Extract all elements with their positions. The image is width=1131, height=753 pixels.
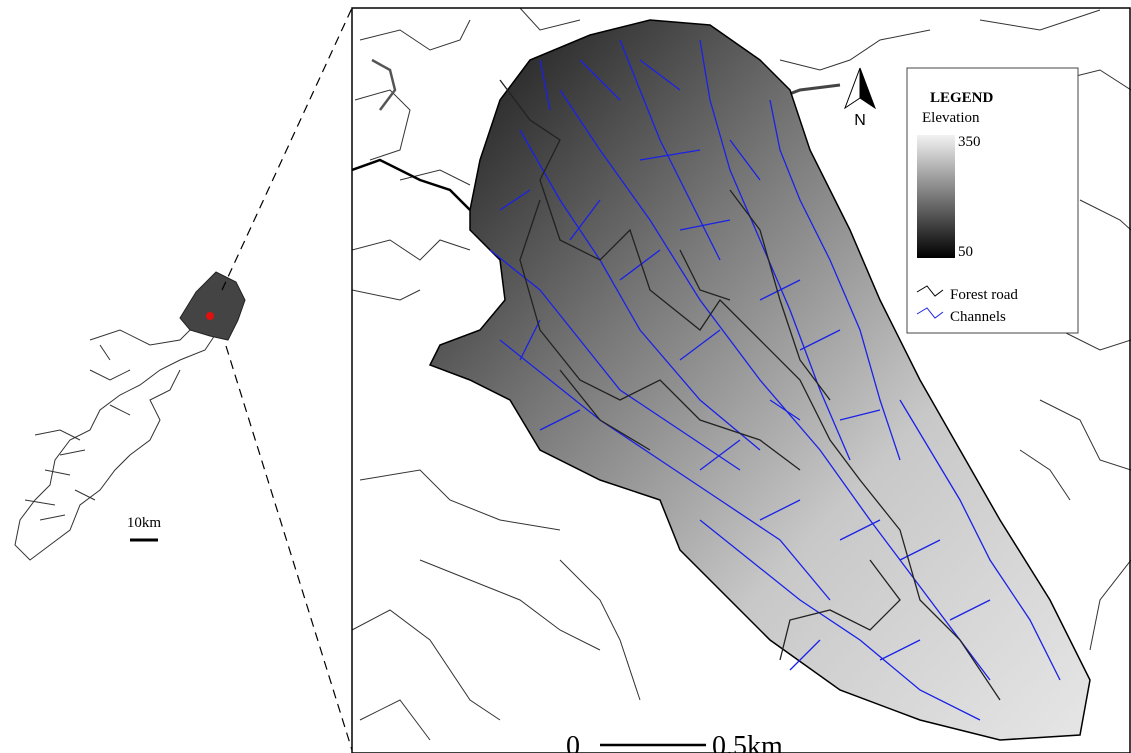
legend-item-label: Forest road	[950, 287, 1018, 303]
elevation-color-bar	[917, 135, 955, 258]
main-map: N LEGEND Elevation 350 50 Forest road Ch…	[352, 8, 1131, 753]
north-label: N	[854, 112, 866, 129]
study-area-region	[180, 272, 245, 340]
scale-bar-start: 0	[566, 731, 580, 753]
legend-elevation-min: 50	[958, 244, 973, 260]
legend-title: LEGEND	[930, 90, 994, 106]
connector-line	[226, 346, 352, 750]
legend: LEGEND Elevation 350 50 Forest road Chan…	[907, 68, 1078, 333]
connector-line	[222, 8, 352, 290]
inset-scale-label: 10km	[127, 515, 162, 531]
legend-elevation-label: Elevation	[922, 110, 980, 126]
inset-map: 10km	[15, 272, 245, 560]
study-site-dot	[206, 312, 214, 320]
map-figure: 10km	[0, 0, 1131, 753]
legend-item-label: Channels	[950, 309, 1006, 325]
legend-elevation-max: 350	[958, 134, 981, 150]
scale-bar-end: 0.5km	[712, 731, 783, 753]
